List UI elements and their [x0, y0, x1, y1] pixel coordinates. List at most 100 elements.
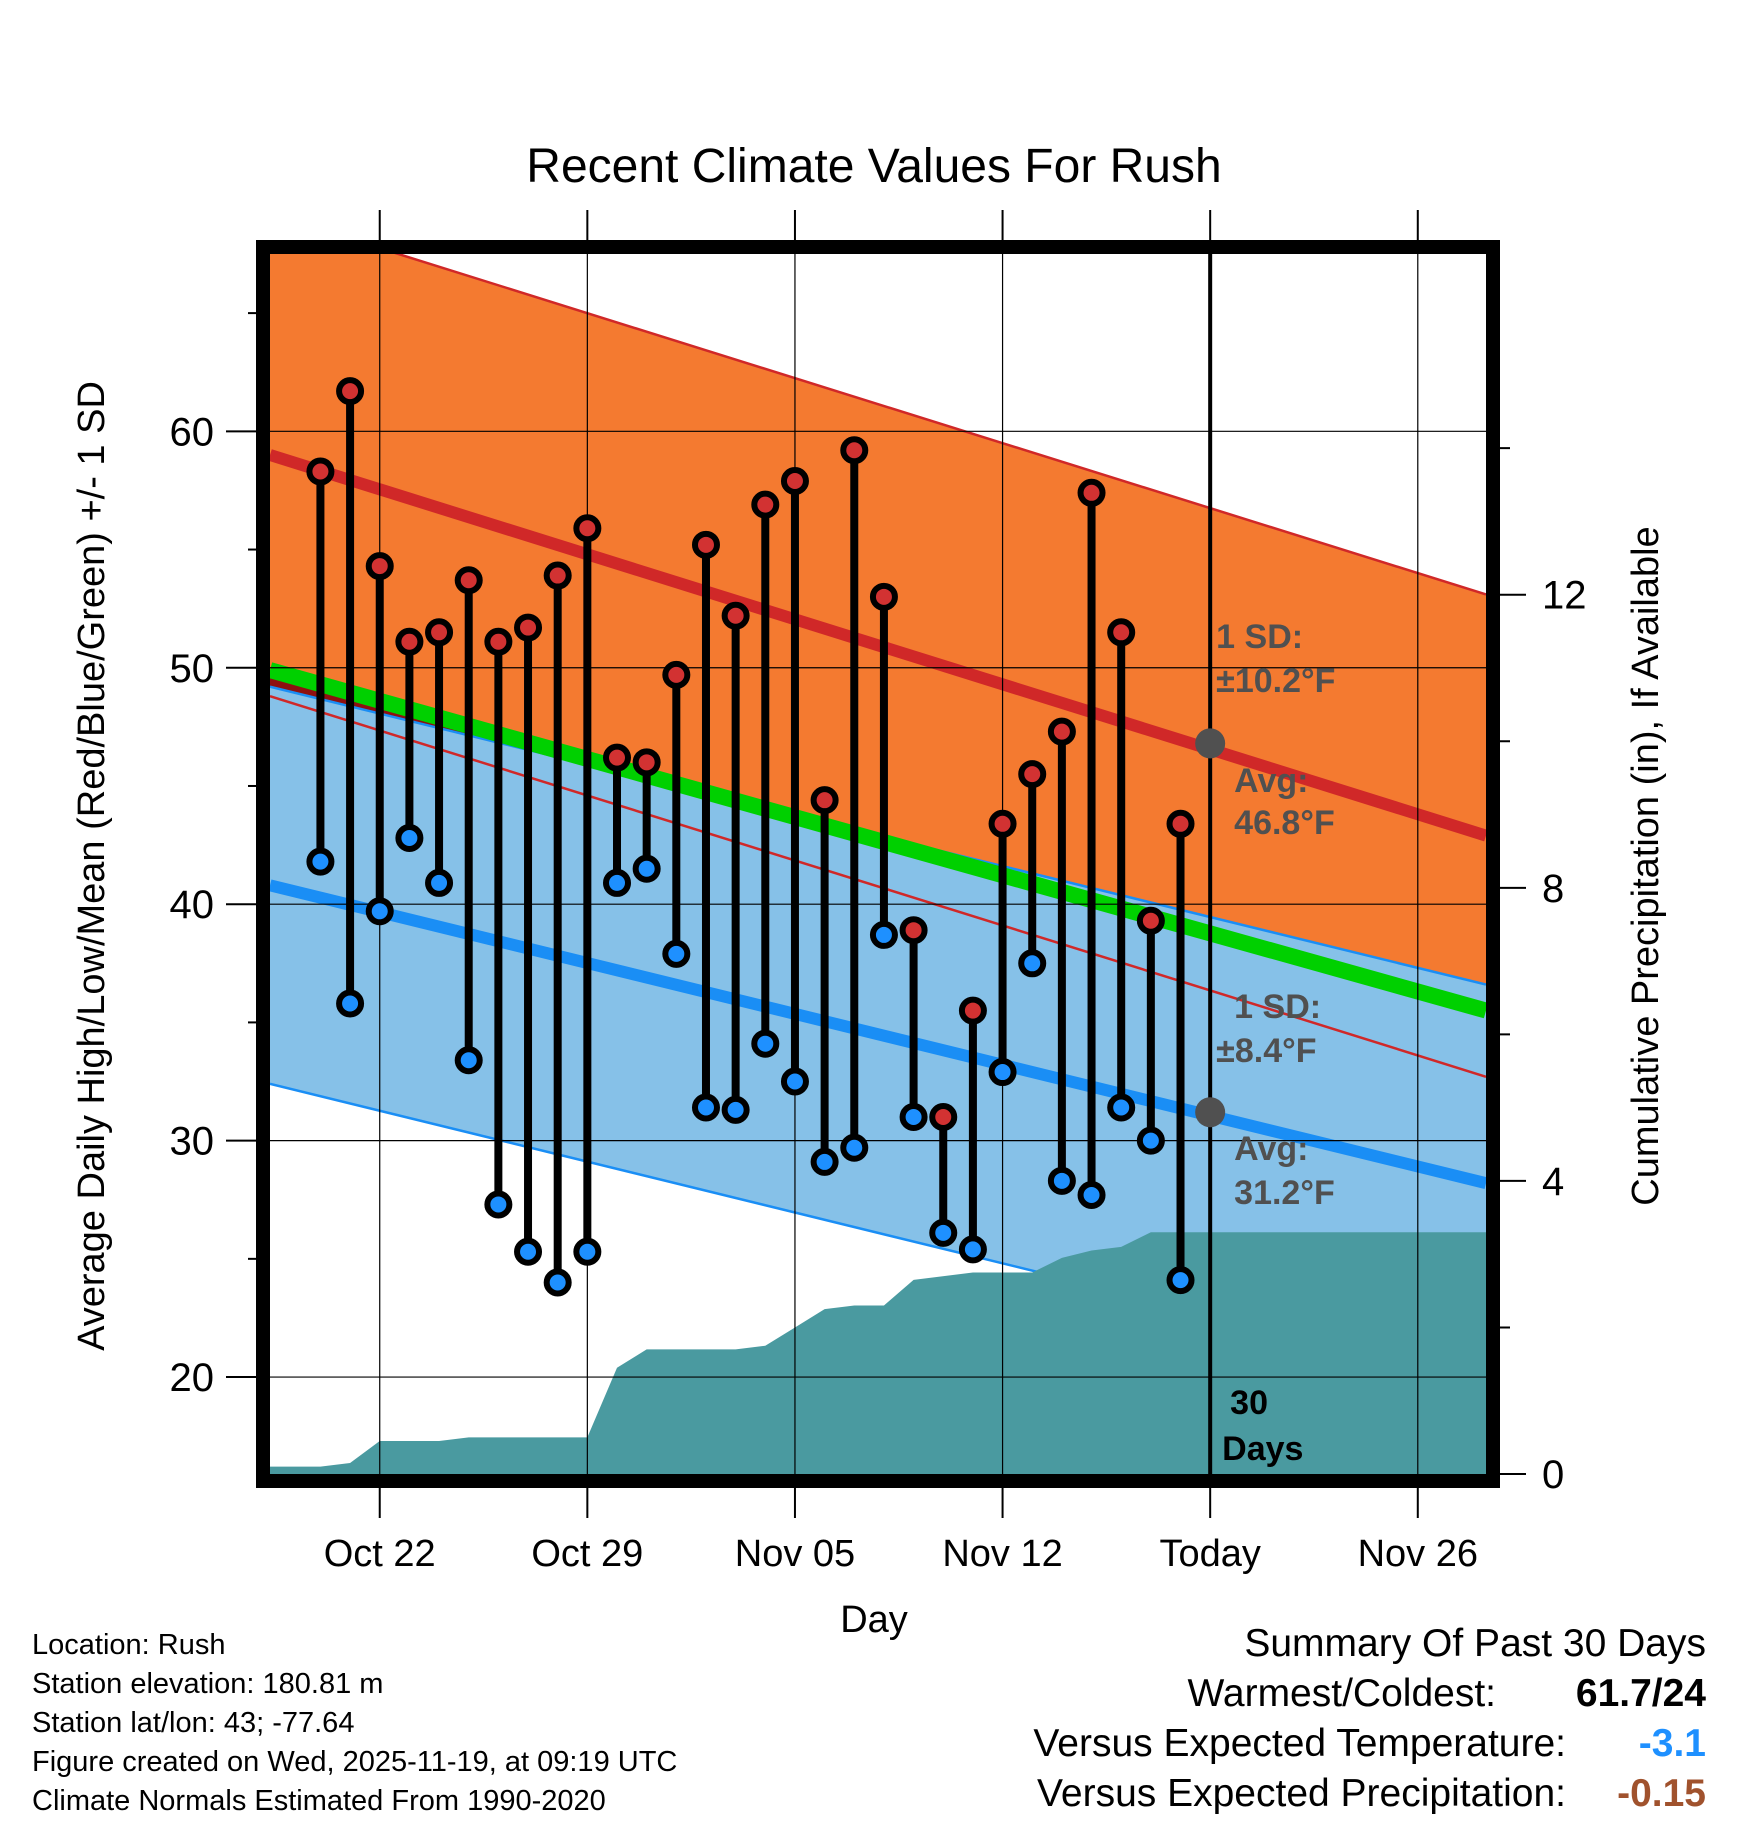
- temp-anomaly-value: -3.1: [1638, 1722, 1706, 1765]
- daily-low-marker: [484, 1190, 513, 1219]
- daily-low-marker: [1136, 1126, 1165, 1155]
- y2-tick-label: 12: [1542, 574, 1587, 618]
- daily-low-marker: [869, 920, 898, 949]
- low-sd-title: 1 SD:: [1234, 988, 1321, 1026]
- y2-axis-label: Cumulative Precipitation (in), If Availa…: [1625, 526, 1667, 1205]
- normal-high-line: [270, 449, 1486, 842]
- daily-high-marker: [484, 627, 513, 656]
- normals-text: Climate Normals Estimated From 1990-2020: [32, 1785, 606, 1817]
- daily-low-marker: [573, 1237, 602, 1266]
- daily-low-marker: [929, 1218, 958, 1247]
- elevation-text: Station elevation: 180.81 m: [32, 1668, 384, 1700]
- daily-low-marker: [336, 989, 365, 1018]
- daily-high-marker: [336, 377, 365, 406]
- daily-high-marker: [1047, 717, 1076, 746]
- daily-low-marker: [1077, 1181, 1106, 1210]
- daily-high-marker: [721, 601, 750, 630]
- y-tick-label: 50: [170, 647, 215, 691]
- y2-tick-label: 0: [1542, 1453, 1564, 1497]
- x-tick-label: Today: [1159, 1533, 1260, 1575]
- daily-low-marker: [454, 1046, 483, 1075]
- daily-high-marker: [365, 552, 394, 581]
- location-text: Location: Rush: [32, 1629, 226, 1661]
- chart-title: Recent Climate Values For Rush: [526, 140, 1221, 193]
- y2-tick-label: 8: [1542, 867, 1564, 911]
- low-avg-value: 31.2°F: [1234, 1174, 1335, 1212]
- daily-low-marker: [632, 854, 661, 883]
- x-tick-label: Nov 26: [1358, 1533, 1478, 1575]
- precip-anomaly-label: Versus Expected Precipitation:: [1037, 1772, 1566, 1815]
- station-info: Location: Rush Station elevation: 180.81…: [32, 1626, 677, 1821]
- daily-high-marker: [1136, 906, 1165, 935]
- summary-title-row: Summary Of Past 30 Days: [1033, 1622, 1706, 1672]
- precip-anomaly-value: -0.15: [1617, 1772, 1706, 1815]
- daily-low-marker: [543, 1268, 572, 1297]
- x-axis-label: Day: [840, 1599, 908, 1641]
- today-low-avg-marker: [1195, 1097, 1226, 1128]
- daily-high-marker: [810, 786, 839, 815]
- precip-area: [270, 1232, 1486, 1474]
- y2-tick-label: 4: [1542, 1160, 1564, 1204]
- x-tick-label: Nov 05: [735, 1533, 855, 1575]
- y-tick-label: 20: [170, 1356, 215, 1400]
- x-tick-label: Nov 12: [942, 1533, 1062, 1575]
- temp-anomaly-row: Versus Expected Temperature: -3.1: [1033, 1722, 1706, 1772]
- precip-anomaly-row: Versus Expected Precipitation: -0.15: [1033, 1772, 1706, 1822]
- daily-low-marker: [603, 868, 632, 897]
- high-avg-title: Avg:: [1234, 762, 1308, 800]
- daily-high-marker: [573, 514, 602, 543]
- daily-low-marker: [1166, 1266, 1195, 1295]
- daily-high-marker: [1166, 809, 1195, 838]
- daily-low-marker: [395, 823, 424, 852]
- daily-low-marker: [751, 1029, 780, 1058]
- daily-low-marker: [425, 868, 454, 897]
- daily-high-marker: [691, 530, 720, 559]
- high-sd-title: 1 SD:: [1216, 618, 1303, 656]
- daily-high-marker: [306, 457, 335, 486]
- daily-high-marker: [840, 436, 869, 465]
- x-tick-label: Oct 22: [324, 1533, 436, 1575]
- warmest-coldest-value: 61.7/24: [1575, 1672, 1706, 1715]
- daily-low-marker: [306, 847, 335, 876]
- y-tick-label: 60: [170, 410, 215, 454]
- today-high-avg-marker: [1195, 728, 1226, 759]
- daily-high-marker: [780, 466, 809, 495]
- daily-low-marker: [721, 1095, 750, 1124]
- daily-low-marker: [514, 1237, 543, 1266]
- temp-anomaly-label: Versus Expected Temperature:: [1033, 1722, 1566, 1765]
- daily-high-marker: [1018, 760, 1047, 789]
- daily-low-marker: [958, 1235, 987, 1264]
- daily-low-marker: [1018, 949, 1047, 978]
- daily-low-marker: [780, 1067, 809, 1096]
- daily-high-marker: [1107, 618, 1136, 647]
- daily-low-marker: [899, 1102, 928, 1131]
- high-sd-value: ±10.2°F: [1216, 662, 1335, 700]
- y-axis-label: Average Daily High/Low/Mean (Red/Blue/Gr…: [71, 381, 113, 1351]
- plot-area: 1 SD: ±10.2°F Avg: 46.8°F 1 SD: ±8.4°F Avg: 31.…: [170, 210, 1587, 1575]
- x-tick-label: Oct 29: [531, 1533, 643, 1575]
- daily-high-marker: [395, 627, 424, 656]
- daily-high-marker: [988, 809, 1017, 838]
- daily-low-marker: [810, 1147, 839, 1176]
- daily-high-marker: [899, 916, 928, 945]
- daily-low-marker: [1107, 1093, 1136, 1122]
- plot-frame: [256, 240, 1500, 1488]
- daily-high-marker: [454, 566, 483, 595]
- daily-low-marker: [691, 1093, 720, 1122]
- days-count-label: 30: [1230, 1384, 1268, 1422]
- daily-low-marker: [1047, 1166, 1076, 1195]
- high-avg-value: 46.8°F: [1234, 804, 1335, 842]
- low-sd-value: ±8.4°F: [1216, 1032, 1316, 1070]
- latlon-text: Station lat/lon: 43; -77.64: [32, 1707, 355, 1739]
- warmest-coldest-label: Warmest/Coldest:: [1187, 1672, 1496, 1715]
- plot-content: [270, 254, 1486, 1474]
- daily-high-marker: [543, 561, 572, 590]
- summary-panel: Summary Of Past 30 Days Warmest/Coldest:…: [1033, 1622, 1706, 1822]
- low-avg-title: Avg:: [1234, 1130, 1308, 1168]
- daily-high-marker: [1077, 478, 1106, 507]
- high-sd-upper-line: [394, 254, 1486, 596]
- daily-high-marker: [632, 748, 661, 777]
- daily-high-marker: [662, 660, 691, 689]
- days-unit-label: Days: [1222, 1430, 1303, 1468]
